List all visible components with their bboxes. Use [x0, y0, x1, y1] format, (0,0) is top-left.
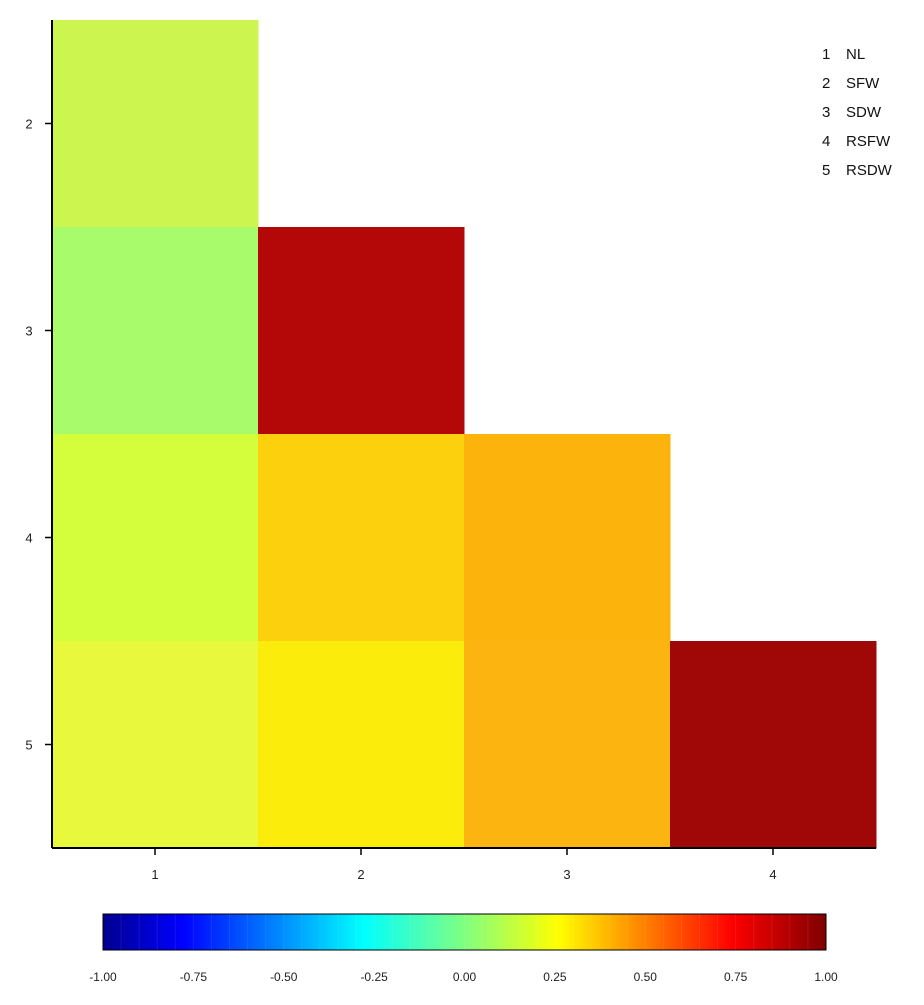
colorbar-tick-label: -1.00 [89, 970, 117, 984]
legend-entry-number: 1 [822, 46, 830, 63]
colorbar-tick-label: 0.00 [453, 970, 477, 984]
heatmap-cell-1-5 [52, 641, 259, 849]
legend-entry-label: RSDW [846, 162, 893, 179]
y-tick-label: 3 [25, 324, 32, 339]
heatmap-cell-1-4 [52, 434, 259, 642]
x-tick-label: 2 [357, 867, 364, 882]
x-tick-label: 3 [563, 867, 570, 882]
colorbar-gradient [102, 913, 827, 951]
x-tick-label: 4 [769, 867, 776, 882]
colorbar-tick-label: 1.00 [814, 970, 838, 984]
legend-entry-label: SFW [846, 75, 880, 92]
axes [51, 20, 876, 849]
legend-entry-number: 5 [822, 162, 830, 179]
heatmap-cell-2-5 [258, 641, 465, 849]
y-tick-label: 2 [25, 117, 32, 132]
heatmap-cell-2-3 [258, 227, 465, 435]
legend: 1 NL 2 SFW 3 SDW 4 RSFW 5 RSDW [822, 46, 893, 179]
legend-entry-number: 2 [822, 75, 830, 92]
heatmap-cell-2-4 [258, 434, 465, 642]
colorbar-tick-label: 0.75 [724, 970, 748, 984]
heatmap-cell-3-5 [464, 641, 671, 849]
y-tick-label: 4 [25, 531, 32, 546]
x-tick-label: 1 [151, 867, 158, 882]
y-tick-label: 5 [25, 738, 32, 753]
x-axis-ticks: 1 2 3 4 [151, 848, 777, 882]
heatmap-cell-1-2 [52, 20, 259, 228]
heatmap-cell-4-5 [670, 641, 877, 849]
colorbar-tick-label: -0.50 [270, 970, 298, 984]
colorbar-tick-label: -0.25 [360, 970, 388, 984]
legend-entry-label: SDW [846, 104, 882, 121]
legend-entry-number: 3 [822, 104, 830, 121]
colorbar-tick-label: 0.50 [634, 970, 658, 984]
legend-entry-number: 4 [822, 133, 830, 150]
heatmap-cell-3-4 [464, 434, 671, 642]
colorbar-tick-label: -0.75 [180, 970, 208, 984]
colorbar-tick-label: 0.25 [543, 970, 567, 984]
y-axis-ticks: 2 3 4 5 [25, 117, 52, 753]
heatmap-cell-1-3 [52, 227, 259, 435]
heatmap-cells [52, 20, 877, 849]
colorbar: -1.00 -0.75 -0.50 -0.25 0.00 0.25 0.50 0.75 1.00 [89, 913, 838, 984]
legend-entry-label: RSFW [846, 133, 891, 150]
legend-entry-label: NL [846, 46, 865, 63]
